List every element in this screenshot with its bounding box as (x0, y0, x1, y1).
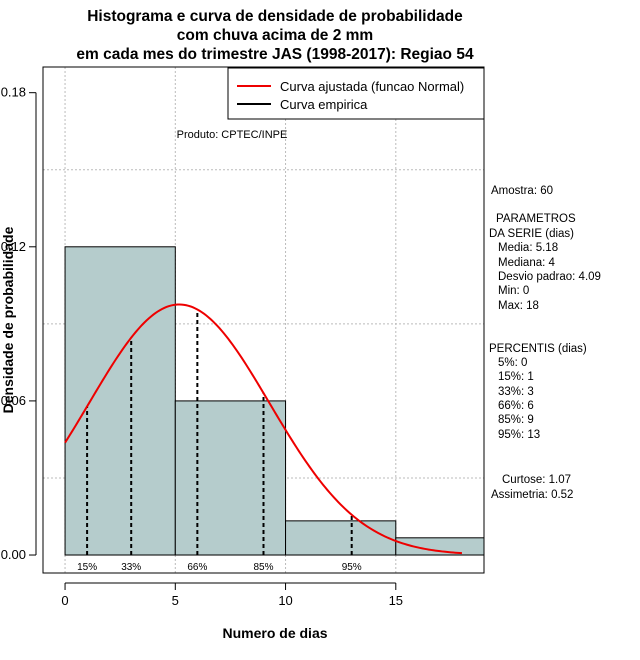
percentile-label: 33% (121, 562, 141, 573)
param-median: Mediana: 4 (498, 257, 556, 269)
chart-title-line-2: com chuva acima de 2 mm (177, 27, 373, 44)
kurtosis: Curtose: 1.07 (502, 474, 571, 486)
y-axis-label: Densidade de probabilidade (0, 226, 16, 413)
param-mean: Media: 5.18 (498, 242, 558, 254)
y-tick-label: 0.00 (1, 547, 26, 562)
params-title: PARAMETROS (496, 213, 576, 225)
percentil-66: 66%: 6 (498, 400, 534, 412)
percentil-95: 95%: 13 (498, 429, 540, 441)
sample-size: Amostra: 60 (491, 185, 553, 197)
x-tick-label: 10 (278, 593, 292, 608)
normal-curve-layer (64, 303, 463, 555)
percentile-label: 15% (77, 562, 97, 573)
normal-fit-curve (64, 303, 463, 555)
percentile-lines: 15% 33% 66% 85% 95% (77, 309, 362, 573)
y-tick-label: 0.18 (1, 85, 26, 100)
y-tick-label: 0.06 (1, 393, 26, 408)
param-min: Min: 0 (498, 285, 529, 297)
axes: 0 5 10 15 0.00 0.06 0.12 0.18 (1, 85, 403, 608)
x-axis-label: Numero de dias (222, 625, 327, 641)
histogram-bar (395, 537, 485, 556)
plot-frame (42, 66, 485, 574)
percentil-5: 5%: 0 (498, 357, 527, 369)
histogram-bars (64, 246, 485, 556)
histogram-bar (285, 520, 397, 556)
x-tick-label: 0 (61, 593, 68, 608)
legend-box (227, 67, 485, 120)
percentis-title: PERCENTIS (dias) (489, 343, 587, 355)
legend: Curva ajustada (funcao Normal) Curva emp… (227, 67, 485, 120)
legend-label-fit: Curva ajustada (funcao Normal) (280, 79, 464, 94)
histogram-bar (174, 400, 287, 556)
params-subtitle: DA SERIE (dias) (489, 228, 574, 240)
percentil-33: 33%: 3 (498, 386, 534, 398)
skewness: Assimetria: 0.52 (491, 489, 573, 501)
percentil-85: 85%: 9 (498, 414, 534, 426)
legend-label-empirical: Curva empirica (280, 97, 368, 112)
param-sd: Desvio padrao: 4.09 (498, 271, 601, 283)
x-tick-label: 5 (172, 593, 179, 608)
y-tick-label: 0.12 (1, 239, 26, 254)
percentile-label: 95% (342, 562, 362, 573)
percentile-label: 85% (253, 562, 273, 573)
percentil-15: 15%: 1 (498, 371, 534, 383)
percentile-label: 66% (187, 562, 207, 573)
stats-panel: Amostra: 60 PARAMETROS DA SERIE (dias) M… (489, 185, 601, 501)
credit-text: Produto: CPTEC/INPE (177, 129, 288, 141)
chart-title-line-1: Histograma e curva de densidade de proba… (87, 8, 463, 25)
histogram-bar (64, 246, 176, 556)
param-max: Max: 18 (498, 300, 539, 312)
x-tick-label: 15 (389, 593, 403, 608)
chart-title-line-3: em cada mes do trimestre JAS (1998-2017)… (76, 46, 474, 63)
